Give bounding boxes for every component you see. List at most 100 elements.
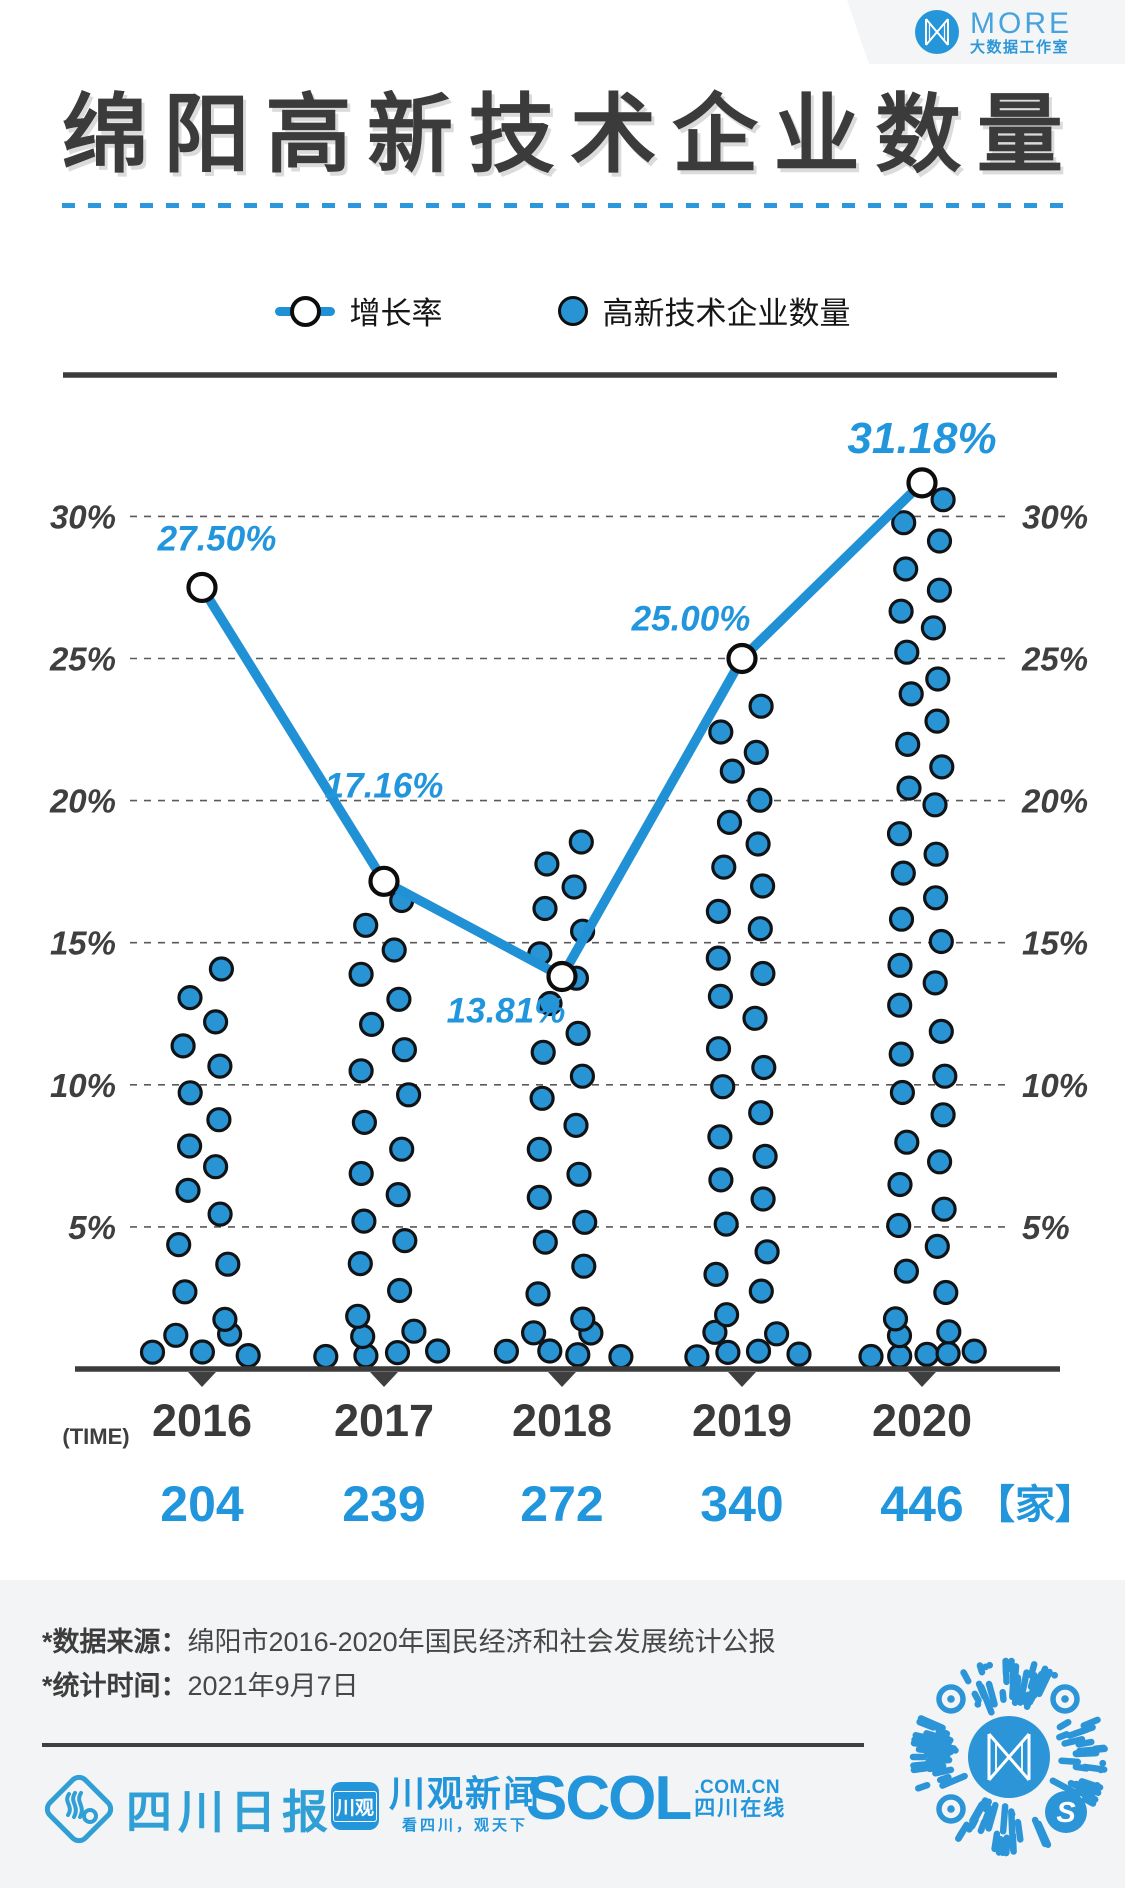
title-char: 阳 [163,87,250,183]
footer-divider [42,1743,864,1747]
year-label-2016: 2016 [152,1395,252,1446]
legend-label: 高新技术企业数量 [602,296,851,331]
scrb-daily-logo: 四川日报 [42,1772,334,1846]
legend-item-enterprise-count: 高新技术企业数量 [557,288,851,333]
brand-name: MORE [970,7,1072,41]
chuanguan-app-icon: 川观 [331,1782,379,1830]
tick-2019 [728,1372,756,1387]
scol-cn-name: 四川在线 [694,1796,787,1820]
year-label-2018: 2018 [512,1395,612,1446]
chuanguan-name: 川观新闻 [389,1773,542,1814]
qr-s-badge [1045,1791,1087,1833]
qr-ring-1 [1050,1684,1080,1714]
dot-column-2020 [858,487,987,1370]
brand-subtitle: 大数据工作室 [970,38,1070,56]
chuanguan-tagline: 看四川，观天下 [402,1816,529,1834]
title-char: 技 [468,87,555,183]
scol-wordmark: SCOL [526,1764,692,1833]
footer: *数据来源：绵阳市2016-2020年国民经济和社会发展统计公报 *统计时间：2… [0,1580,1125,1888]
title-char: 术 [570,87,657,183]
year-label-2017: 2017 [334,1395,434,1446]
counts-unit-label: 【家】 [975,1483,1095,1527]
gridlines: 5% 5% 10% 10% 15% 15% 20% 20% 25% 25% 30% 30% [49,498,1088,1246]
rate-label-2019: 25.00% [631,600,751,639]
page-title: 绵阳高新技术企业数量 [62,87,1063,183]
count-2016: 204 [160,1476,244,1532]
scrb-daily-name: 四川日报 [126,1786,334,1838]
count-2020: 446 [880,1476,963,1532]
data-source-line: *数据来源：绵阳市2016-2020年国民经济和社会发展统计公报 [42,1620,776,1659]
growth-rate-labels: 27.50% 17.16% 13.81% 25.00% 31.18% [157,414,997,1031]
count-2019: 340 [700,1476,783,1532]
y-label-left-5%: 5% [68,1209,116,1246]
y-label-left-30%: 30% [50,498,116,535]
title-char: 新 [366,87,453,183]
dot-column-2019 [684,693,812,1370]
more-logo-icon [915,10,959,54]
enterprise-dot-columns [139,487,987,1370]
wechat-mini-program-code: S [909,1657,1108,1857]
time-axis-label: (TIME) [62,1424,129,1449]
scol-logo: SCOL .COM.CN 四川在线 [526,1768,786,1830]
brand-badge: MORE 大数据工作室 [847,0,1125,64]
marker-2019 [726,642,758,675]
rate-label-2017: 17.16% [325,766,444,805]
title-char: 量 [976,87,1063,183]
svg-text:S: S [1056,1797,1076,1829]
tick-2016 [188,1372,216,1387]
dot-marker-icon [557,295,588,326]
y-label-right-30%: 30% [1022,498,1088,535]
tick-2017 [370,1372,398,1387]
year-label-2019: 2019 [692,1395,792,1446]
year-label-2020: 2020 [872,1395,972,1446]
y-label-left-25%: 25% [49,641,116,678]
legend-item-growth-rate: 增长率 [274,288,443,333]
growth-rate-markers [186,467,938,993]
title-char: 数 [875,87,962,183]
stat-time-line: *统计时间：2021年9月7日 [42,1664,359,1703]
y-label-right-20%: 20% [1021,783,1088,820]
chart-legend: 增长率 高新技术企业数量 [0,288,1125,333]
rate-label-2018: 13.81% [447,992,566,1031]
title-dashed-rule [62,203,1063,208]
dot-column-2018 [493,829,634,1370]
y-label-left-15%: 15% [50,925,116,962]
title-char: 高 [265,87,352,183]
count-2017: 239 [342,1476,425,1532]
y-label-left-20%: 20% [49,783,116,820]
title-char: 业 [773,87,860,183]
y-label-right-15%: 15% [1022,925,1088,962]
tick-2018 [548,1372,576,1387]
marker-2016 [186,571,218,604]
x-axis-labels: 2016 204 2017 239 2018 272 2019 340 2020 446 (TIME… [62,1372,1095,1532]
tick-2020 [908,1372,936,1387]
publisher-logos: 四川日报 川观 川观新闻 看四川，观天下 SCOL .COM.CN 四川在线 [0,1758,880,1878]
data-source-text: 绵阳市2016-2020年国民经济和社会发展统计公报 [187,1627,776,1657]
marker-2017 [368,865,400,897]
title-char: 企 [671,87,758,183]
scrb-diamond-icon [44,1774,114,1844]
dot-column-2017 [313,887,451,1370]
y-label-right-25%: 25% [1021,641,1088,678]
y-label-left-10%: 10% [50,1067,116,1104]
y-label-right-10%: 10% [1022,1067,1088,1104]
rate-label-2020: 31.18% [847,414,996,463]
qr-ring-0 [936,1684,966,1714]
title-char: 绵 [62,87,148,183]
qr-radial-pattern [909,1657,1108,1857]
legend-label: 增长率 [349,296,443,331]
stat-time-label: *统计时间： [42,1671,188,1701]
growth-rate-line [197,478,927,982]
scol-domain: .COM.CN [694,1777,781,1798]
line-circle-marker-icon [274,294,335,328]
qr-ring-2 [936,1794,966,1824]
data-source-label: *数据来源： [42,1627,188,1657]
dot-column-2016 [139,956,261,1369]
stat-time-text: 2021年9月7日 [187,1671,359,1701]
y-label-right-5%: 5% [1022,1209,1070,1246]
rate-label-2016: 27.50% [157,519,277,558]
chuanguan-news-logo: 川观 川观新闻 看四川，观天下 [331,1774,541,1834]
marker-2018 [546,960,578,993]
marker-2020 [906,467,938,499]
